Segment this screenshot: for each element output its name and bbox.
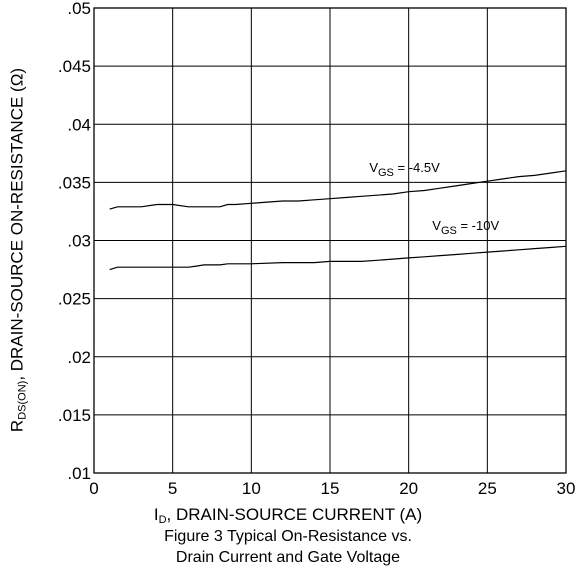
series-label-1: VGS = -4.5V xyxy=(369,160,440,179)
x-tick-label: 25 xyxy=(478,479,497,498)
y-tick-label: .025 xyxy=(58,290,91,309)
x-axis-title-rest: , DRAIN-SOURCE CURRENT (A) xyxy=(166,505,423,524)
y-tick-label: .035 xyxy=(58,173,91,192)
x-tick-label: 10 xyxy=(242,479,261,498)
y-tick-label: .03 xyxy=(67,232,91,251)
x-tick-label: 30 xyxy=(557,479,576,498)
series-line-1 xyxy=(109,170,567,210)
x-tick-labels: 0 5 10 15 20 25 30 xyxy=(89,479,575,498)
y-tick-label: .05 xyxy=(67,0,91,18)
chart-svg: .01 .015 .02 .025 .03 .035 .04 .045 .05 0 5 10 15 20… xyxy=(58,0,576,498)
x-tick-label: 20 xyxy=(399,479,418,498)
y-axis-title-main: R xyxy=(7,419,27,433)
y-axis-title-sub: DS(ON) xyxy=(16,380,29,420)
series-label-sub: GS xyxy=(378,167,394,179)
y-tick-labels: .01 .015 .02 .025 .03 .035 .04 .045 .05 xyxy=(58,0,91,483)
series-label-sub: GS xyxy=(441,225,457,237)
series-label-2: VGS = -10V xyxy=(432,218,499,237)
x-axis-title-main: I xyxy=(153,505,159,524)
x-axis-title-sub: D xyxy=(158,514,167,526)
y-tick-label: .02 xyxy=(67,348,91,367)
caption-line-2: Drain Current and Gate Voltage xyxy=(175,549,401,566)
series-label-main: V xyxy=(369,160,378,175)
x-tick-label: 5 xyxy=(168,479,177,498)
caption-line-1: Figure 3 Typical On-Resistance vs. xyxy=(164,528,412,545)
y-axis-title-rest: , DRAIN-SOURCE ON-RESISTANCE (Ω) xyxy=(7,67,27,381)
y-tick-label: .045 xyxy=(58,57,91,76)
x-tick-label: 15 xyxy=(321,479,340,498)
series-lines xyxy=(109,170,567,271)
y-tick-label: .015 xyxy=(58,406,91,425)
series-label-rest: = -4.5V xyxy=(394,160,440,175)
series-line-2 xyxy=(109,245,567,271)
x-axis-title: ID, DRAIN-SOURCE CURRENT (A) xyxy=(0,505,576,526)
y-axis-title: RDS(ON), DRAIN-SOURCE ON-RESISTANCE (Ω) xyxy=(8,68,29,432)
y-tick-label: .01 xyxy=(67,464,91,483)
y-tick-label: .04 xyxy=(67,115,91,134)
series-label-main: V xyxy=(432,218,441,233)
plot-frame xyxy=(93,7,567,474)
x-tick-label: 0 xyxy=(89,479,98,498)
series-label-rest: = -10V xyxy=(457,218,500,233)
grid xyxy=(94,8,566,473)
